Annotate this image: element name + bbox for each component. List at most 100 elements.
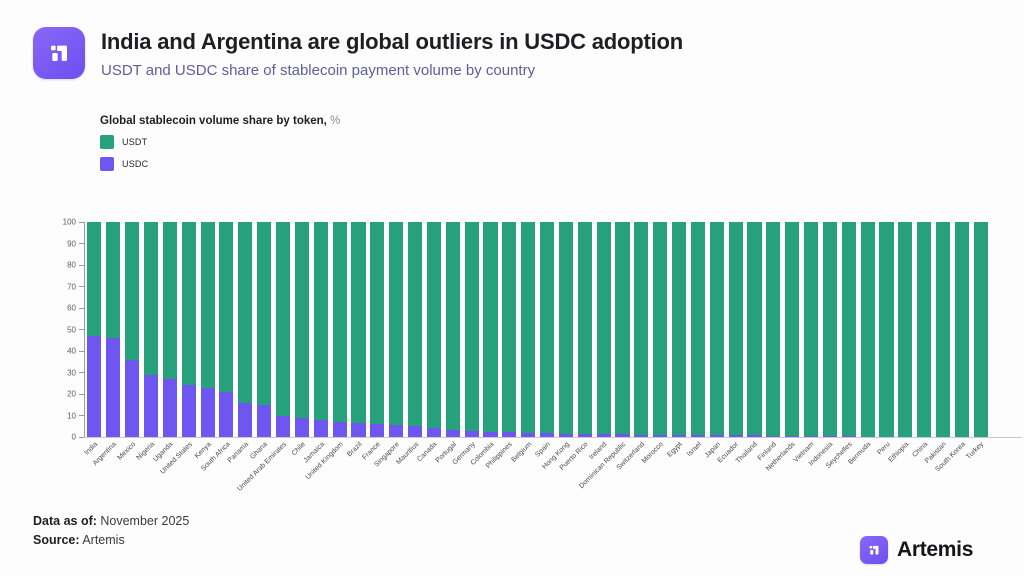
bar-slot [538, 222, 557, 437]
bar-slot [896, 222, 915, 437]
bar-colombia [483, 222, 498, 437]
bar-japan [709, 222, 724, 437]
data-as-of: Data as of: November 2025 [33, 512, 189, 531]
y-tick [79, 221, 84, 223]
bar-segment-usdc [672, 434, 687, 437]
source: Source: Artemis [33, 531, 189, 550]
y-tick [79, 415, 84, 416]
bar-slot [481, 222, 500, 437]
bar-slot [764, 222, 783, 437]
bar-slot [953, 222, 972, 437]
bar-slot [349, 222, 368, 437]
bar-segment-usdc [294, 417, 309, 437]
x-tick-label: Belgium [510, 441, 534, 464]
bar-indonesia [822, 222, 837, 437]
bar-slot [802, 222, 821, 437]
bar-slot [424, 222, 443, 437]
bar-chile [294, 222, 309, 437]
bar-slot [783, 222, 802, 437]
legend-title: Global stablecoin volume share by token,… [100, 115, 340, 127]
bar-morocco [653, 222, 668, 437]
y-axis-line [84, 222, 85, 437]
bar-singapore [389, 222, 404, 437]
bar-dominican-republic [615, 222, 630, 437]
artemis-mark-small-icon [869, 545, 879, 555]
bar-seychelles [841, 222, 856, 437]
source-value: Artemis [79, 533, 125, 547]
x-tick-label: Israel [685, 441, 703, 459]
bar-canada [426, 222, 441, 437]
bar-segment-usdc [596, 434, 611, 437]
bar-slot [462, 222, 481, 437]
bar-slot [311, 222, 330, 437]
bar-united-arab-emirates [275, 222, 291, 437]
bar-segment-usdc [408, 426, 423, 437]
x-tick-label: Egypt [666, 441, 684, 459]
bar-slot [745, 222, 764, 437]
bar-segment-usdc [483, 431, 498, 437]
y-tick [79, 372, 84, 373]
bar-segment-usdc [464, 430, 479, 437]
bar-slot [387, 222, 406, 437]
bar-slot [632, 222, 651, 437]
y-tick [79, 286, 84, 287]
bar-peru [879, 222, 894, 437]
bar-slot [839, 222, 858, 437]
bar-puerto-rico [577, 222, 592, 437]
data-as-of-value: November 2025 [96, 514, 190, 528]
y-tick [79, 307, 84, 309]
bar-segment-usdc [143, 374, 159, 437]
y-tick-label: 20 [67, 389, 76, 399]
bar-mauritius [408, 222, 423, 437]
bar-segment-usdc [822, 435, 837, 437]
bar-pakistan [936, 222, 951, 437]
legend-item: USDT [100, 135, 340, 149]
bar-nigeria [143, 222, 159, 437]
bar-segment-usdc [577, 433, 592, 437]
x-tick-label: Chile [290, 441, 307, 458]
y-tick-label: 100 [62, 217, 76, 227]
bar-bermuda [860, 222, 875, 437]
bar-segment-usdc [426, 428, 441, 437]
bar-brazil [351, 222, 366, 437]
bar-kenya [200, 222, 215, 437]
bar-hong-kong [558, 222, 573, 437]
bar-slot [142, 222, 161, 437]
bar-segment-usdc [785, 435, 800, 437]
bar-vietnam [804, 222, 819, 437]
y-tick-label: 90 [67, 239, 76, 248]
y-tick-label: 80 [67, 260, 76, 270]
bar-israel [690, 222, 705, 437]
bar-mexico [125, 222, 140, 437]
bar-slot [575, 222, 594, 437]
bar-segment-usdc [709, 435, 724, 437]
bar-philippines [502, 222, 517, 437]
bar-segment-usdc [332, 421, 347, 437]
bar-belgium [521, 222, 536, 437]
legend-label: USDT [122, 137, 148, 147]
bar-slot [726, 222, 745, 437]
legend-item: USDC [100, 157, 340, 171]
bar-slot [274, 222, 293, 437]
bar-jamaica [313, 222, 328, 437]
bar-segment-usdc [162, 378, 177, 437]
bar-slot [500, 222, 519, 437]
footer-notes: Data as of: November 2025 Source: Artemi… [33, 512, 189, 550]
bar-thailand [747, 222, 762, 437]
bar-segment-usdc [841, 435, 856, 437]
bar-segment-usdc [389, 425, 404, 437]
bar-segment-usdc [690, 435, 705, 437]
page-subtitle: USDT and USDC share of stablecoin paymen… [101, 62, 536, 79]
bar-portugal [445, 222, 460, 437]
bar-segment-usdc [181, 385, 196, 437]
header: India and Argentina are global outliers … [33, 27, 683, 79]
bar-united-kingdom [332, 222, 347, 437]
bar-slot [651, 222, 670, 437]
bar-slot [915, 222, 934, 437]
bar-germany [464, 222, 479, 437]
bar-egypt [672, 222, 687, 437]
artemis-mark-icon [51, 45, 67, 61]
bar-segment-usdc [370, 424, 385, 437]
bar-argentina [106, 222, 121, 437]
